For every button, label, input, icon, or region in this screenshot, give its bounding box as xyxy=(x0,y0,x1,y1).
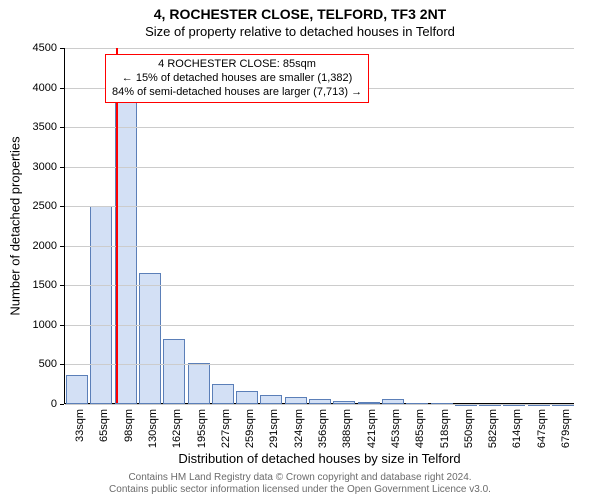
y-tick-label: 500 xyxy=(39,358,65,370)
gridline xyxy=(65,48,574,49)
x-tick-label: 324sqm xyxy=(293,409,305,448)
annotation-box: 4 ROCHESTER CLOSE: 85sqm← 15% of detache… xyxy=(105,54,369,103)
annotation-line-1: 4 ROCHESTER CLOSE: 85sqm xyxy=(112,58,362,72)
y-tick-label: 4500 xyxy=(33,42,65,54)
x-tick-label: 130sqm xyxy=(147,409,159,448)
page-title: 4, ROCHESTER CLOSE, TELFORD, TF3 2NT xyxy=(0,0,600,22)
histogram-bar xyxy=(212,384,234,404)
x-tick-label: 453sqm xyxy=(390,409,402,448)
chart-container: Number of detached properties Distributi… xyxy=(64,48,574,404)
footer: Contains HM Land Registry data © Crown c… xyxy=(0,472,600,496)
x-tick-label: 518sqm xyxy=(439,409,451,448)
x-tick-label: 485sqm xyxy=(414,409,426,448)
gridline xyxy=(65,246,574,247)
x-tick-label: 98sqm xyxy=(123,409,135,442)
x-tick-label: 195sqm xyxy=(196,409,208,448)
histogram-bar xyxy=(90,206,112,404)
annotation-line-3: 84% of semi-detached houses are larger (… xyxy=(112,86,362,100)
gridline xyxy=(65,325,574,326)
histogram-bar xyxy=(139,273,161,404)
x-tick-label: 421sqm xyxy=(366,409,378,448)
x-tick-label: 679sqm xyxy=(560,409,572,448)
x-tick-label: 550sqm xyxy=(463,409,475,448)
x-tick-label: 356sqm xyxy=(317,409,329,448)
gridline xyxy=(65,206,574,207)
x-tick-label: 33sqm xyxy=(74,409,86,442)
x-tick-label: 388sqm xyxy=(341,409,353,448)
y-tick-label: 3000 xyxy=(33,161,65,173)
histogram-bar xyxy=(188,363,210,404)
plot-area: Number of detached properties Distributi… xyxy=(64,48,574,404)
y-tick-label: 2000 xyxy=(33,240,65,252)
y-axis-label: Number of detached properties xyxy=(8,136,23,315)
y-tick-label: 4000 xyxy=(33,82,65,94)
x-tick-label: 259sqm xyxy=(244,409,256,448)
y-tick-label: 3500 xyxy=(33,121,65,133)
gridline xyxy=(65,364,574,365)
gridline xyxy=(65,404,574,405)
x-tick-label: 291sqm xyxy=(268,409,280,448)
page-subtitle: Size of property relative to detached ho… xyxy=(0,22,600,39)
histogram-bar xyxy=(163,339,185,404)
histogram-bar xyxy=(66,375,88,404)
y-tick-label: 1500 xyxy=(33,279,65,291)
x-tick-label: 582sqm xyxy=(487,409,499,448)
gridline xyxy=(65,127,574,128)
gridline xyxy=(65,167,574,168)
footer-line-1: Contains HM Land Registry data © Crown c… xyxy=(0,472,600,484)
y-tick-label: 2500 xyxy=(33,200,65,212)
annotation-line-2: ← 15% of detached houses are smaller (1,… xyxy=(112,72,362,86)
x-tick-label: 65sqm xyxy=(98,409,110,442)
x-tick-label: 647sqm xyxy=(536,409,548,448)
x-tick-label: 614sqm xyxy=(511,409,523,448)
gridline xyxy=(65,285,574,286)
y-tick-label: 1000 xyxy=(33,319,65,331)
footer-line-2: Contains public sector information licen… xyxy=(0,484,600,496)
x-tick-label: 162sqm xyxy=(171,409,183,448)
y-tick-label: 0 xyxy=(51,398,65,410)
x-tick-label: 227sqm xyxy=(220,409,232,448)
